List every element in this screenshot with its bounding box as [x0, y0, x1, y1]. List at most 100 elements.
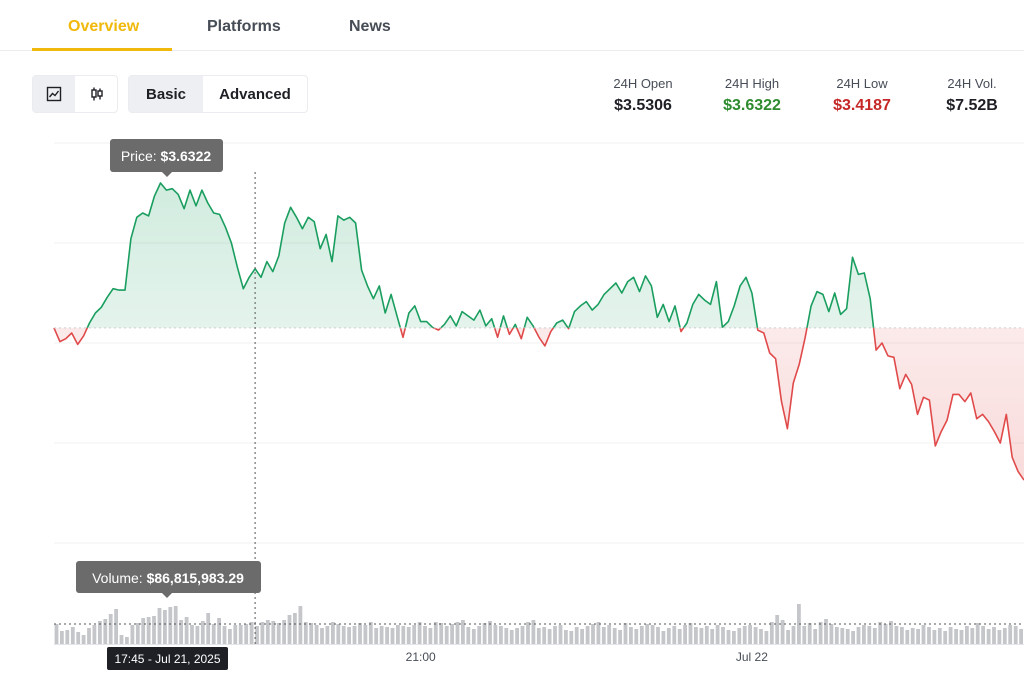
tab-news[interactable]: News [349, 18, 391, 35]
volume-bar [797, 604, 801, 644]
volume-bar [580, 629, 584, 644]
volume-bar [813, 629, 818, 644]
volume-bar [878, 622, 883, 644]
advanced-mode-button[interactable]: Advanced [219, 85, 291, 103]
tab-platforms[interactable]: Platforms [207, 18, 281, 35]
volume-bar [699, 628, 704, 644]
volume-bar [677, 629, 682, 644]
volume-bar [531, 620, 536, 644]
volume-bar [341, 626, 346, 644]
volume-bar [374, 628, 379, 644]
volume-bar [764, 631, 769, 644]
price-tooltip: Price: $3.6322 [110, 139, 223, 177]
volume-bar [363, 625, 368, 644]
volume-bar [433, 622, 438, 644]
volume-bar [455, 622, 460, 644]
line-chart-icon[interactable] [33, 76, 75, 112]
volume-bar [694, 627, 698, 644]
volume-bar [585, 626, 590, 644]
volume-bar [471, 629, 476, 644]
volume-bar [358, 623, 362, 644]
view-mode-toggle: Basic Advanced [128, 75, 308, 113]
volume-bar [119, 635, 124, 644]
volume-bar [190, 625, 194, 644]
volume-bar [336, 624, 341, 644]
volume-bar [645, 624, 650, 644]
volume-bar [883, 624, 888, 644]
volume-bar [81, 635, 86, 644]
volume-bar [287, 615, 292, 644]
volume-bar [368, 622, 373, 644]
volume-bar [840, 628, 845, 644]
volume-bar [233, 625, 238, 644]
volume-bar [515, 628, 519, 644]
volume-bar [276, 623, 281, 644]
volume-bar [412, 625, 417, 644]
volume-bars [54, 604, 1024, 644]
volume-bar [759, 629, 763, 644]
volume-bar [228, 629, 232, 644]
volume-bar [195, 626, 200, 644]
volume-bar [390, 628, 395, 644]
volume-bar [1013, 626, 1018, 644]
volume-bar [179, 620, 183, 644]
volume-bar [526, 622, 530, 644]
volume-bar [867, 626, 872, 644]
volume-bar [1019, 629, 1023, 644]
tab-overview[interactable]: Overview [68, 18, 140, 35]
volume-bar [704, 626, 709, 644]
volume-bar [574, 627, 579, 644]
volume-bar [742, 626, 747, 644]
volume-bar [807, 623, 812, 644]
volume-bar [309, 623, 314, 644]
volume-bar [60, 631, 64, 644]
volume-tooltip-value: $86,815,983.29 [147, 570, 245, 586]
stat-24h-vol: 24H Vol. $7.52B [932, 76, 1012, 115]
volume-bar [601, 627, 606, 644]
volume-bar [937, 628, 942, 644]
volume-bar [975, 623, 980, 644]
stat-24h-high: 24H High $3.6322 [712, 76, 792, 115]
stat-label: 24H Open [613, 76, 673, 91]
volume-bar [992, 627, 996, 644]
volume-bar [211, 624, 216, 644]
volume-bar [715, 625, 720, 644]
volume-bar [331, 622, 335, 644]
volume-bar [569, 631, 574, 644]
volume-bar [656, 627, 660, 644]
stat-24h-open: 24H Open $3.5306 [603, 76, 683, 115]
volume-bar [661, 631, 666, 644]
volume-bar [921, 625, 926, 644]
volume-bar [900, 627, 904, 644]
volume-bar [163, 610, 167, 644]
volume-bar [623, 623, 628, 644]
volume-bar [596, 622, 601, 644]
candlestick-icon[interactable] [76, 76, 118, 112]
volume-bar [450, 624, 454, 644]
volume-bar [737, 628, 742, 644]
volume-bar [818, 622, 823, 644]
price-tooltip-text: Price: $3.6322 [121, 148, 212, 164]
area-above-open [87, 183, 874, 328]
basic-mode-button[interactable]: Basic [129, 76, 203, 112]
volume-bar [92, 625, 97, 644]
volume-bar [802, 626, 807, 644]
volume-bar [726, 630, 731, 644]
volume-bar [986, 629, 991, 644]
volume-bar [379, 626, 384, 644]
volume-bar [303, 622, 308, 644]
volume-bar [320, 628, 324, 644]
volume-bar [406, 627, 411, 644]
volume-bar [943, 631, 948, 644]
volume-bar [775, 615, 780, 644]
volume-bar [970, 628, 975, 644]
volume-bar [851, 631, 855, 644]
volume-bar [249, 622, 254, 644]
volume-bar [114, 609, 118, 644]
active-tab-indicator [32, 48, 172, 51]
volume-bar [1008, 625, 1013, 644]
volume-bar [168, 607, 173, 644]
volume-bar [547, 629, 552, 644]
